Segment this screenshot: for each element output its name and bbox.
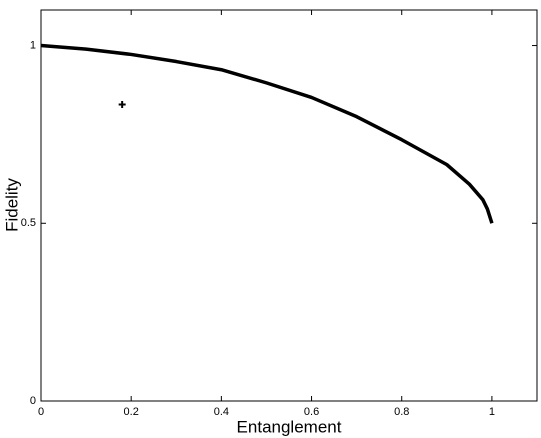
data-point <box>118 101 126 109</box>
x-tick-label: 0.8 <box>394 406 409 418</box>
x-tick-label: 0.4 <box>214 406 229 418</box>
y-tick-label: 0 <box>30 395 36 407</box>
curve <box>40 43 494 224</box>
y-tick-label: 1 <box>30 39 36 51</box>
plot-frame <box>40 9 538 402</box>
y-tick-label: 0.5 <box>21 217 36 229</box>
x-tick-label: 0 <box>38 406 44 418</box>
x-tick-label: 1 <box>489 406 495 418</box>
x-axis-title: Entanglement <box>237 417 342 436</box>
x-tick-label: 0.6 <box>304 406 319 418</box>
x-tick-label: 0.2 <box>124 406 139 418</box>
y-axis-title: Fidelity <box>2 178 21 232</box>
